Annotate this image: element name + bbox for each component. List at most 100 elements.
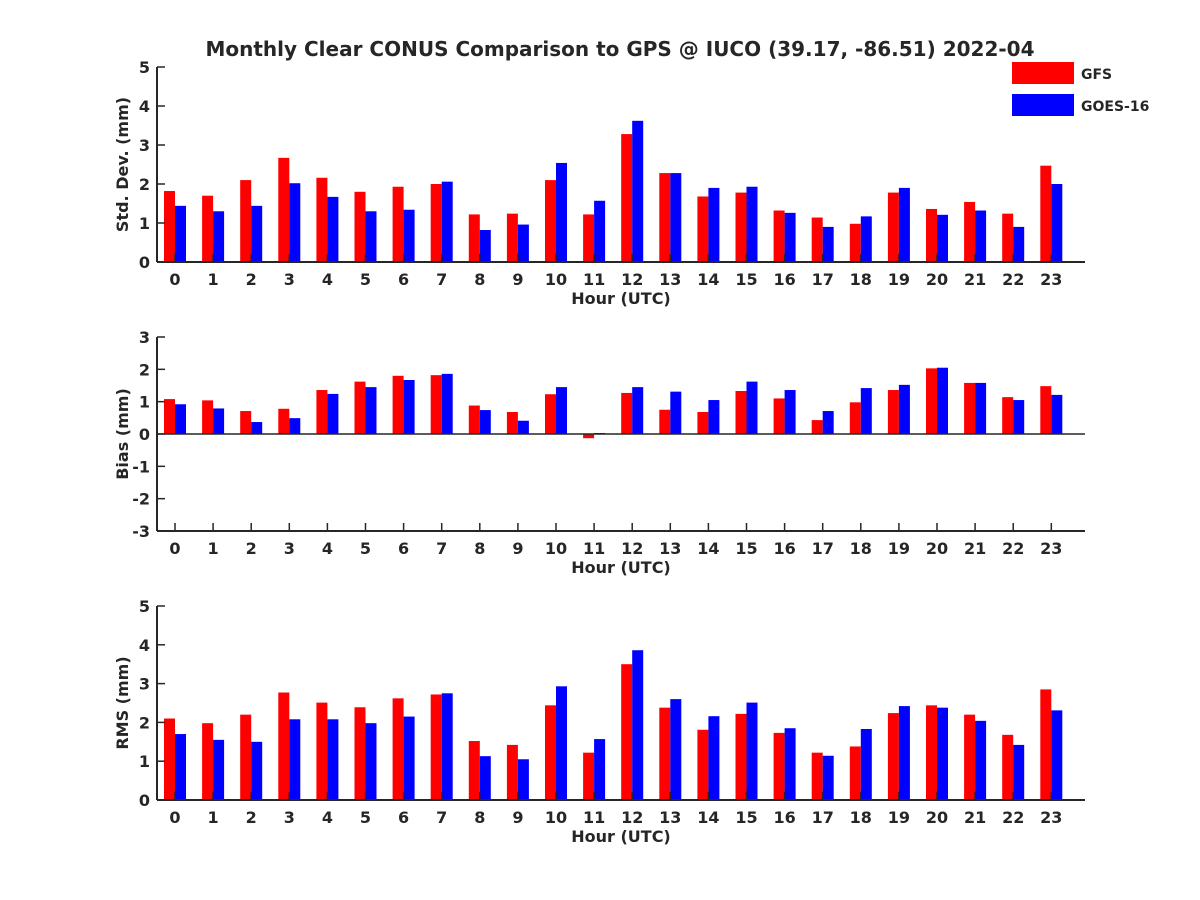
stddev-bar-goes-16-9 <box>517 224 529 262</box>
stddev-bar-goes-16-14 <box>708 187 720 262</box>
rms-ytick-label: 5 <box>139 597 150 616</box>
bias-xtick-label: 17 <box>812 539 834 558</box>
stddev-bar-gfs-2 <box>240 180 252 262</box>
stddev-xtick-label: 23 <box>1040 270 1062 289</box>
stddev-bar-goes-16-8 <box>479 230 491 262</box>
rms-bar-goes-16-4 <box>327 719 339 800</box>
rms-xtick-label: 13 <box>659 808 681 827</box>
rms-bar-gfs-0 <box>164 718 175 800</box>
rms-xtick-label: 6 <box>398 808 409 827</box>
rms-bar-gfs-7 <box>430 694 442 800</box>
stddev-bar-goes-16-23 <box>1051 184 1063 262</box>
stddev-bar-gfs-14 <box>697 196 709 262</box>
stddev-bar-gfs-21 <box>964 201 976 262</box>
stddev-xtick-label: 7 <box>436 270 447 289</box>
bias-bar-gfs-8 <box>468 405 480 434</box>
bias-xtick-label: 14 <box>697 539 719 558</box>
bias-ytick-label: 3 <box>139 328 150 347</box>
rms-bar-goes-16-5 <box>365 723 377 800</box>
rms-bar-gfs-4 <box>316 702 328 800</box>
stddev-ytick-label: 3 <box>139 136 150 155</box>
rms-bar-gfs-17 <box>811 752 823 800</box>
rms-xtick-label: 19 <box>888 808 910 827</box>
stddev-bar-goes-16-3 <box>289 183 301 262</box>
rms-bar-goes-16-6 <box>403 716 415 800</box>
bias-xtick-label: 0 <box>169 539 180 558</box>
stddev-bar-goes-16-19 <box>898 187 910 262</box>
stddev-bars <box>164 120 1063 262</box>
bias-bar-goes-16-14 <box>708 400 720 434</box>
bias-xtick-label: 19 <box>888 539 910 558</box>
stddev-bar-gfs-16 <box>773 210 785 262</box>
bias-bar-goes-16-8 <box>479 410 491 434</box>
rms-bar-goes-16-11 <box>594 739 606 800</box>
stddev-bar-goes-16-20 <box>937 214 948 262</box>
bias-bar-goes-16-9 <box>517 420 529 434</box>
rms-ytick-label: 3 <box>139 675 150 694</box>
stddev-bar-gfs-6 <box>392 186 404 262</box>
stddev-bar-goes-16-15 <box>746 186 758 262</box>
stddev-xtick-label: 21 <box>964 270 986 289</box>
bias-xtick-label: 13 <box>659 539 681 558</box>
rms-xtick-label: 7 <box>436 808 447 827</box>
rms-bar-goes-16-13 <box>670 699 682 800</box>
rms-xtick-label: 11 <box>583 808 605 827</box>
rms-bar-gfs-12 <box>621 664 633 800</box>
stddev-ytick-label: 2 <box>139 175 150 194</box>
rms-xtick-label: 14 <box>697 808 719 827</box>
stddev-bar-goes-16-4 <box>327 196 339 262</box>
rms-bar-gfs-8 <box>468 741 480 800</box>
bias-ytick-label: -1 <box>132 457 150 476</box>
rms-bar-goes-16-19 <box>898 706 910 800</box>
rms-xtick-label: 4 <box>322 808 333 827</box>
bias-bar-goes-16-15 <box>746 381 758 434</box>
legend-swatch-gfs <box>1012 62 1074 84</box>
bias-bar-goes-16-6 <box>403 380 415 434</box>
rms-bar-gfs-18 <box>849 746 861 800</box>
rms-bar-gfs-2 <box>240 714 252 800</box>
stddev-bar-gfs-12 <box>621 134 633 262</box>
bias-xtick-label: 7 <box>436 539 447 558</box>
rms-bar-goes-16-20 <box>937 707 948 800</box>
stddev-ytick-label: 1 <box>139 214 150 233</box>
bias-bar-gfs-4 <box>316 390 328 434</box>
bias-bar-gfs-10 <box>545 394 556 434</box>
bias-bar-goes-16-0 <box>175 404 186 434</box>
bias-bar-gfs-11 <box>583 434 595 439</box>
bias-bar-goes-16-17 <box>822 411 834 434</box>
rms-bars <box>164 650 1063 800</box>
rms-xtick-label: 3 <box>284 808 295 827</box>
stddev-bar-gfs-22 <box>1002 213 1014 262</box>
bias-bar-gfs-3 <box>278 408 290 434</box>
bias-bar-gfs-23 <box>1040 386 1052 434</box>
stddev-xtick-label: 22 <box>1002 270 1024 289</box>
stddev-ytick-label: 4 <box>139 97 150 116</box>
bias-xtick-label: 9 <box>512 539 523 558</box>
rms-bar-goes-16-18 <box>860 728 872 800</box>
rms-bar-gfs-23 <box>1040 689 1052 800</box>
rms-xtick-label: 1 <box>208 808 219 827</box>
stddev-xtick-label: 10 <box>545 270 567 289</box>
rms-bar-gfs-16 <box>773 732 785 800</box>
bias-xtick-label: 4 <box>322 539 333 558</box>
stddev-bar-goes-16-21 <box>975 210 987 262</box>
bias-xtick-label: 12 <box>621 539 643 558</box>
stddev-bar-gfs-11 <box>583 214 595 262</box>
rms-xtick-label: 22 <box>1002 808 1024 827</box>
bias-bar-gfs-1 <box>202 400 214 434</box>
stddev-xtick-label: 0 <box>169 270 180 289</box>
figure-title: Monthly Clear CONUS Comparison to GPS @ … <box>205 37 1034 61</box>
bias-xtick-label: 21 <box>964 539 986 558</box>
stddev-bar-gfs-8 <box>468 214 480 262</box>
stddev-bar-gfs-10 <box>545 180 556 262</box>
rms-bar-goes-16-3 <box>289 719 301 800</box>
stddev-xtick-label: 8 <box>474 270 485 289</box>
bias-xtick-label: 1 <box>208 539 219 558</box>
bias-bar-gfs-15 <box>735 390 747 434</box>
rms-xtick-label: 21 <box>964 808 986 827</box>
bias-xtick-label: 22 <box>1002 539 1024 558</box>
bias-bar-goes-16-13 <box>670 391 682 434</box>
stddev-xtick-label: 5 <box>360 270 371 289</box>
rms-ylabel: RMS (mm) <box>113 656 132 749</box>
